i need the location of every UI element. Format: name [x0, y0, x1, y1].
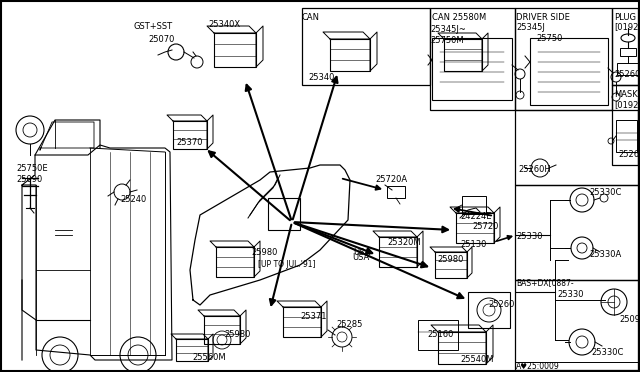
Text: 25260D: 25260D	[614, 70, 640, 79]
Text: GST+SST: GST+SST	[133, 22, 172, 31]
Bar	[430, 8, 515, 110]
Text: DRIVER SIDE: DRIVER SIDE	[516, 13, 570, 22]
Text: CAN: CAN	[302, 13, 320, 22]
Bar	[173, 121, 207, 149]
Bar	[379, 237, 417, 267]
Bar	[214, 33, 256, 67]
Text: 25330C: 25330C	[591, 348, 623, 357]
Bar	[612, 8, 638, 85]
Text: 25540M: 25540M	[460, 355, 493, 364]
Bar	[268, 198, 300, 230]
Bar	[444, 39, 482, 71]
Bar	[435, 252, 467, 278]
Text: CAN 25580M: CAN 25580M	[432, 13, 486, 22]
Text: [0192-: [0192-	[614, 100, 640, 109]
Text: 25285: 25285	[336, 320, 362, 329]
Text: PLUG: PLUG	[614, 13, 636, 22]
Text: 25345J: 25345J	[516, 23, 545, 32]
Text: 25340X: 25340X	[208, 20, 240, 29]
Text: 24224E: 24224E	[460, 212, 492, 221]
Bar	[216, 247, 254, 277]
Bar	[462, 196, 486, 214]
Text: A♥25:0009: A♥25:0009	[516, 362, 560, 371]
Bar	[530, 38, 608, 105]
Bar	[418, 320, 458, 350]
Text: 25340: 25340	[308, 73, 334, 82]
Text: 25260J: 25260J	[618, 150, 640, 159]
Text: 25980: 25980	[224, 330, 250, 339]
Text: 25260H: 25260H	[518, 165, 551, 174]
Bar	[204, 316, 240, 344]
Text: [UP TO JUL.'91]: [UP TO JUL.'91]	[258, 260, 316, 269]
Bar	[330, 39, 370, 71]
Bar	[515, 280, 638, 370]
Text: 25160: 25160	[427, 330, 453, 339]
Bar	[283, 307, 321, 337]
Bar	[432, 38, 512, 100]
Bar	[617, 63, 639, 75]
Text: 25750: 25750	[536, 34, 563, 43]
Text: 25320M: 25320M	[387, 238, 420, 247]
Text: 25330A: 25330A	[589, 250, 621, 259]
Text: BAS+DX[0887-: BAS+DX[0887-	[516, 278, 573, 287]
Text: 25330: 25330	[516, 232, 543, 241]
Text: 25370: 25370	[176, 138, 202, 147]
Text: 25345J~: 25345J~	[430, 25, 466, 34]
Text: 25095A: 25095A	[619, 315, 640, 324]
Bar	[616, 120, 637, 152]
Bar	[612, 85, 638, 165]
Text: 25070: 25070	[148, 35, 174, 44]
Text: MASK: MASK	[614, 90, 637, 99]
Bar	[515, 8, 612, 110]
Bar	[468, 292, 510, 328]
Text: 25130: 25130	[460, 240, 486, 249]
Text: 25330C: 25330C	[589, 188, 621, 197]
Text: USA: USA	[352, 253, 369, 262]
Text: 25750M: 25750M	[430, 36, 463, 45]
Text: 25090: 25090	[16, 175, 42, 184]
Text: 25371: 25371	[300, 312, 326, 321]
Bar	[438, 332, 486, 364]
Bar	[515, 110, 638, 185]
Text: [0192-: [0192-	[614, 22, 640, 31]
Text: 25240: 25240	[120, 195, 147, 204]
Text: 25980: 25980	[437, 255, 463, 264]
Bar	[387, 186, 405, 198]
Text: 25260: 25260	[488, 300, 515, 309]
Text: 25330: 25330	[557, 290, 584, 299]
Bar	[515, 185, 638, 280]
Text: 25720A: 25720A	[375, 175, 407, 184]
Bar	[456, 213, 494, 243]
Text: 25560M: 25560M	[192, 353, 226, 362]
Bar	[302, 8, 430, 85]
Text: USA: USA	[353, 248, 371, 257]
Text: 25720: 25720	[472, 222, 499, 231]
Bar	[620, 48, 636, 56]
Text: 25980: 25980	[251, 248, 277, 257]
Text: 25750E: 25750E	[16, 164, 47, 173]
Bar	[176, 339, 208, 361]
